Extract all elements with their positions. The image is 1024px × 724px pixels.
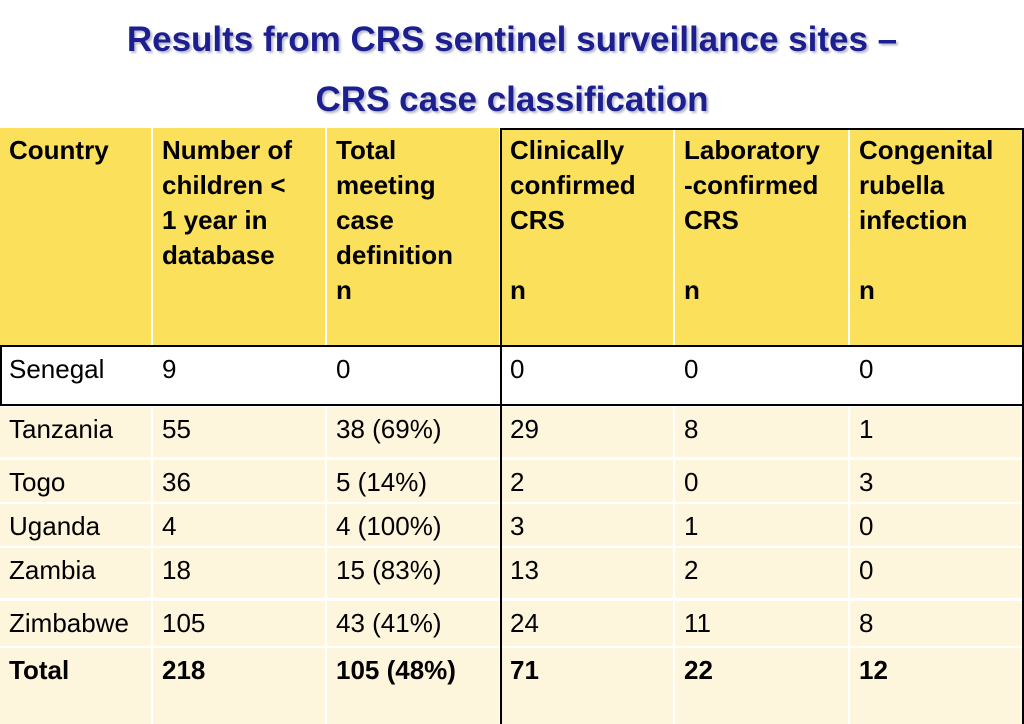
country-cell: Togo: [0, 460, 151, 502]
value-cell: 4: [153, 504, 325, 546]
value-cell: 0: [501, 347, 673, 404]
country-cell: Tanzania: [0, 407, 151, 457]
value-cell: 1: [850, 407, 1024, 457]
header-text: CRS: [510, 205, 565, 235]
header-unit-n: n: [336, 275, 352, 305]
value-cell: 3: [501, 504, 673, 546]
value-cell: 0: [675, 460, 848, 502]
header-text: Number of: [162, 135, 292, 165]
header-text: children <: [162, 170, 286, 200]
header-text: infection: [859, 205, 968, 235]
value-cell: 4 (100%): [327, 504, 499, 546]
value-cell: 105: [153, 601, 325, 646]
value-cell: 2: [675, 548, 848, 598]
value-cell: 5 (14%): [327, 460, 499, 502]
header-cell: Laboratory -confirmed CRS n: [675, 128, 848, 345]
title-line-2: CRS case classification: [315, 80, 709, 119]
table-border-line: [0, 345, 1024, 347]
value-cell: 15 (83%): [327, 548, 499, 598]
header-text: 1 year in: [162, 205, 268, 235]
table-border-line: [0, 404, 1024, 406]
value-cell: 3: [850, 460, 1024, 502]
header-text: rubella: [859, 170, 945, 200]
country-cell: Senegal: [0, 347, 151, 404]
total-cell: 22: [675, 648, 848, 724]
header-cell: Congenital rubella infection n: [850, 128, 1024, 345]
table-border-line: [500, 128, 1024, 130]
header-text: Clinically: [510, 135, 625, 165]
header-text: definition: [336, 240, 453, 270]
header-cell: Country: [0, 128, 151, 345]
value-cell: 0: [327, 347, 499, 404]
value-cell: 8: [850, 601, 1024, 646]
value-cell: 38 (69%): [327, 407, 499, 457]
table-border-line: [500, 128, 502, 724]
value-cell: 29: [501, 407, 673, 457]
header-unit-n: n: [684, 275, 700, 305]
header-cell: Number of children < 1 year in database: [153, 128, 325, 345]
header-cell: Clinically confirmed CRS n: [501, 128, 673, 345]
value-cell: 13: [501, 548, 673, 598]
value-cell: 11: [675, 601, 848, 646]
header-text: CRS: [684, 205, 739, 235]
value-cell: 43 (41%): [327, 601, 499, 646]
header-unit-n: n: [510, 275, 526, 305]
header-text: Total: [336, 135, 397, 165]
header-unit-n: n: [859, 275, 875, 305]
table-border-line: [1022, 128, 1024, 724]
header-text: -confirmed: [684, 170, 819, 200]
value-cell: 0: [850, 347, 1024, 404]
value-cell: 36: [153, 460, 325, 502]
value-cell: 1: [675, 504, 848, 546]
value-cell: 0: [850, 548, 1024, 598]
title-line-1: Results from CRS sentinel surveillance s…: [126, 20, 898, 59]
total-cell: 12: [850, 648, 1024, 724]
header-text: confirmed: [510, 170, 636, 200]
total-cell: 218: [153, 648, 325, 724]
table-border-line: [0, 345, 2, 406]
value-cell: 9: [153, 347, 325, 404]
header-text: meeting: [336, 170, 436, 200]
header-text: Country: [9, 135, 109, 165]
total-cell: Total: [0, 648, 151, 724]
slide-title: Results from CRS sentinel surveillance s…: [0, 10, 1024, 130]
header-text: Laboratory: [684, 135, 820, 165]
total-cell: 105 (48%): [327, 648, 499, 724]
header-text: database: [162, 240, 275, 270]
country-cell: Zimbabwe: [0, 601, 151, 646]
value-cell: 0: [850, 504, 1024, 546]
header-cell: Total meeting case definition n: [327, 128, 499, 345]
header-text: Congenital: [859, 135, 994, 165]
total-cell: 71: [501, 648, 673, 724]
value-cell: 55: [153, 407, 325, 457]
value-cell: 0: [675, 347, 848, 404]
value-cell: 18: [153, 548, 325, 598]
value-cell: 24: [501, 601, 673, 646]
value-cell: 8: [675, 407, 848, 457]
value-cell: 2: [501, 460, 673, 502]
classification-table: Country Number of children < 1 year in datab…: [0, 128, 1024, 724]
country-cell: Uganda: [0, 504, 151, 546]
header-text: case: [336, 205, 394, 235]
country-cell: Zambia: [0, 548, 151, 598]
